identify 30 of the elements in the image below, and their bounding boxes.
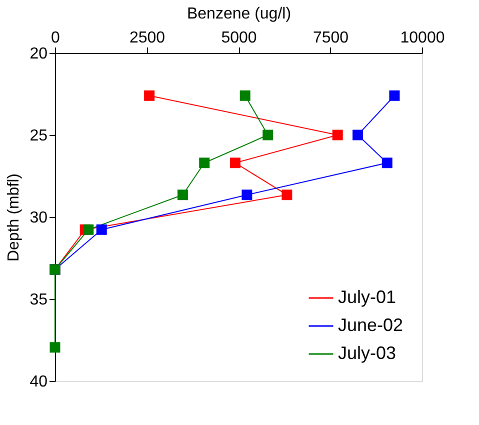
- point: [282, 190, 292, 200]
- x-tick-label: 7500: [312, 30, 349, 46]
- point: [96, 224, 107, 235]
- point: [262, 130, 274, 140]
- y-tick-label: 25: [30, 128, 48, 144]
- point: [332, 130, 343, 140]
- y-tick-label: 35: [30, 292, 48, 308]
- point: [177, 190, 188, 200]
- legend-label: June-02: [338, 315, 404, 335]
- point: [242, 190, 252, 200]
- x-tick-label: 0: [51, 30, 60, 46]
- y-tick-label: 40: [30, 374, 48, 390]
- x-tick-label: 10000: [400, 30, 445, 46]
- point: [382, 158, 392, 168]
- point: [240, 90, 250, 101]
- point: [199, 158, 210, 168]
- x-tick-label: 5000: [221, 30, 257, 46]
- legend-label: July-03: [338, 343, 396, 363]
- point: [83, 224, 94, 235]
- point: [352, 130, 364, 140]
- y-tick-label: 30: [30, 210, 48, 226]
- point: [144, 90, 155, 101]
- x-tick-label: 2500: [129, 30, 166, 46]
- y-tick-label: 20: [30, 46, 48, 62]
- point: [50, 342, 60, 353]
- x-axis-title: Benzene (ug/l): [186, 6, 292, 22]
- point: [389, 90, 400, 101]
- legend-label: July-01: [338, 287, 396, 307]
- point: [230, 158, 240, 168]
- y-axis-title: Depth (mbfl): [6, 173, 23, 262]
